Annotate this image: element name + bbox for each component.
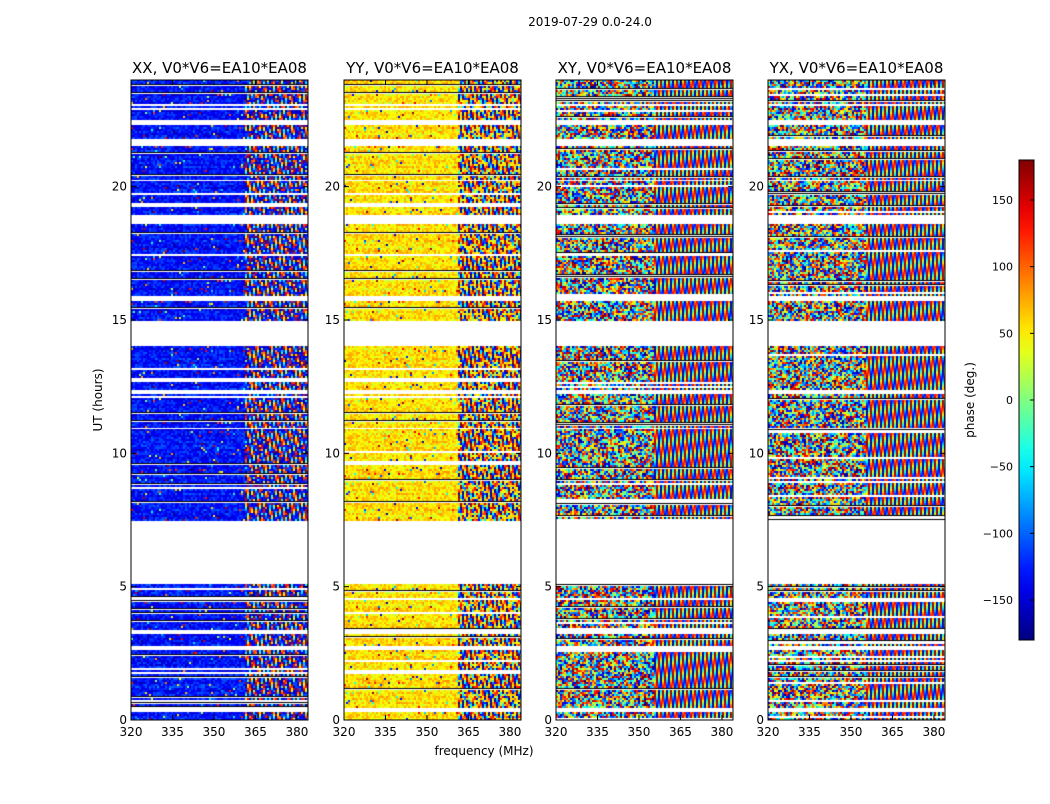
y-tick-label-3-4: 20	[749, 180, 764, 194]
colorbar-tick-label-3: 0	[1006, 394, 1013, 407]
x-tick-label-2-3: 365	[669, 725, 692, 739]
x-tick-label-1-0: 320	[333, 725, 356, 739]
panels-group: XX, V0*V6=EA10*EA08 320 335 350 365 380 0 5 10 15…	[112, 59, 946, 739]
y-tick-label-2-1: 5	[544, 580, 552, 594]
x-tick-label-1-4: 380	[498, 725, 521, 739]
figure-suptitle: 2019-07-29 0.0-24.0	[528, 15, 652, 29]
panel-title-0: XX, V0*V6=EA10*EA08	[132, 59, 307, 77]
colorbar-tick-label-5: 100	[992, 261, 1013, 274]
colorbar-tick-label-4: 50	[999, 327, 1013, 340]
x-tick-label-2-2: 350	[628, 725, 651, 739]
y-tick-label-2-0: 0	[544, 713, 552, 727]
x-tick-label-1-2: 350	[416, 725, 439, 739]
x-tick-label-0-1: 335	[161, 725, 184, 739]
x-tick-label-1-1: 335	[374, 725, 397, 739]
panel-title-1: YY, V0*V6=EA10*EA08	[345, 59, 519, 77]
y-tick-label-0-1: 5	[119, 580, 127, 594]
x-axis-label: frequency (MHz)	[434, 744, 533, 758]
x-tick-label-3-2: 350	[840, 725, 863, 739]
y-tick-label-2-3: 15	[537, 313, 552, 327]
y-tick-label-1-2: 10	[325, 446, 340, 460]
x-tick-label-2-4: 380	[710, 725, 733, 739]
heatmap-image-3	[768, 80, 945, 720]
colorbar-tick-label-1: −100	[983, 527, 1013, 540]
x-tick-label-1-3: 365	[457, 725, 480, 739]
colorbar: −150 −100 −50 0 50 100 150	[983, 159, 1035, 641]
y-tick-label-1-3: 15	[325, 313, 340, 327]
y-tick-label-1-4: 20	[325, 180, 340, 194]
colorbar-tick-label-2: −50	[990, 461, 1013, 474]
panel-2: XY, V0*V6=EA10*EA08 320 335 350 365 380 0 5 10 15…	[537, 59, 734, 739]
x-tick-label-0-4: 380	[285, 725, 308, 739]
y-tick-label-0-4: 20	[112, 180, 127, 194]
panel-title-2: XY, V0*V6=EA10*EA08	[558, 59, 732, 77]
colorbar-tick-label-6: 150	[992, 194, 1013, 207]
panel-0: XX, V0*V6=EA10*EA08 320 335 350 365 380 0 5 10 15…	[112, 59, 309, 739]
heatmap-image-2	[556, 80, 733, 720]
x-tick-label-0-2: 350	[203, 725, 226, 739]
heatmap-image-1	[344, 80, 521, 720]
y-tick-label-3-2: 10	[749, 446, 764, 460]
y-tick-label-1-0: 0	[332, 713, 340, 727]
y-tick-label-0-0: 0	[119, 713, 127, 727]
heatmap-image-0	[131, 80, 308, 720]
x-tick-label-0-3: 365	[244, 725, 267, 739]
x-tick-label-3-0: 320	[757, 725, 780, 739]
y-tick-label-3-3: 15	[749, 313, 764, 327]
axes-frame-0	[130, 79, 309, 721]
axes-frame-1	[343, 79, 522, 721]
x-tick-label-3-3: 365	[881, 725, 904, 739]
y-tick-label-1-1: 5	[332, 580, 340, 594]
panel-title-3: YX, V0*V6=EA10*EA08	[769, 59, 944, 77]
panel-3: YX, V0*V6=EA10*EA08 320 335 350 365 380 0 5 10 15…	[749, 59, 946, 739]
y-tick-label-0-2: 10	[112, 446, 127, 460]
x-tick-label-3-1: 335	[798, 725, 821, 739]
panel-1: YY, V0*V6=EA10*EA08 320 335 350 365 380 0 5 10 15…	[325, 59, 522, 739]
y-tick-label-2-4: 20	[537, 180, 552, 194]
axes-frame-3	[767, 79, 946, 721]
y-tick-label-3-1: 5	[756, 580, 764, 594]
x-tick-label-2-1: 335	[586, 725, 609, 739]
y-tick-label-3-0: 0	[756, 713, 764, 727]
y-tick-label-2-2: 10	[537, 446, 552, 460]
y-tick-label-0-3: 15	[112, 313, 127, 327]
axes-frame-2	[555, 79, 734, 721]
x-tick-label-2-0: 320	[545, 725, 568, 739]
x-tick-label-0-0: 320	[120, 725, 143, 739]
y-axis-label: UT (hours)	[91, 368, 105, 431]
colorbar-label: phase (deg.)	[963, 362, 977, 438]
x-tick-label-3-4: 380	[922, 725, 945, 739]
colorbar-tick-label-0: −150	[983, 594, 1013, 607]
